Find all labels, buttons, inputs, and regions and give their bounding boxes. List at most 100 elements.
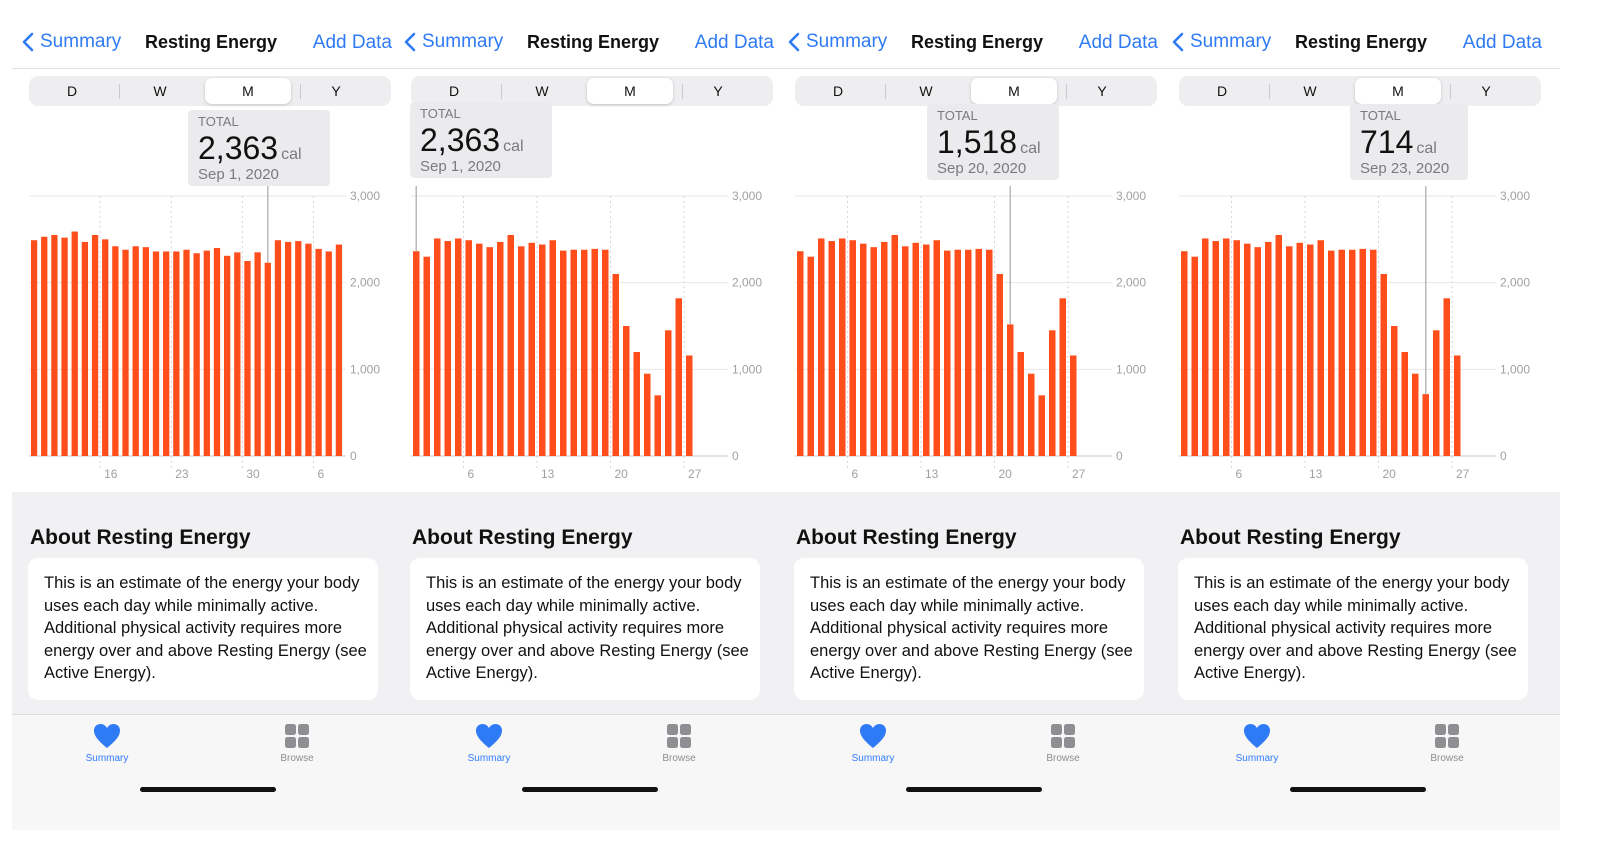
data-bar [1038,395,1046,456]
data-bar [985,249,993,456]
tooltip-label: TOTAL [937,108,978,123]
value-tooltip: TOTAL 2,363 cal Sep 1, 2020 [410,102,552,178]
data-bar [1422,394,1430,456]
data-bar [964,249,972,456]
segment-month[interactable]: M [971,78,1057,104]
y-tick-label: 0 [1500,449,1507,463]
add-data-button[interactable]: Add Data [1462,32,1542,53]
nav-bar: Summary Resting Energy Add Data [1162,12,1560,68]
tab-summary[interactable]: Summary [1202,723,1312,764]
add-data-button[interactable]: Add Data [312,32,392,53]
tooltip-value-row: 2,363 cal [420,122,524,159]
tab-summary-label: Summary [851,753,895,764]
data-bar [335,244,343,456]
x-tick-label: 27 [1456,467,1470,481]
data-bar [591,248,599,456]
segment-month[interactable]: M [587,78,673,104]
data-bar [1264,241,1272,456]
segment-week[interactable]: W [535,83,549,99]
segment-week[interactable]: W [1303,83,1317,99]
data-bar [433,238,441,456]
data-bar [91,235,99,456]
back-label[interactable]: Summary [806,31,888,52]
y-tick-label: 1,000 [350,362,380,376]
data-bar [1453,355,1461,456]
heart-icon [860,724,886,748]
tab-browse[interactable]: Browse [624,723,734,764]
segment-year[interactable]: Y [1481,83,1491,99]
about-title: About Resting Energy [30,526,251,549]
resting-energy-chart[interactable]: 3,000 2,000 1,000 0 6 13 20 27 [778,112,1176,492]
resting-energy-chart[interactable]: 3,000 2,000 1,000 0 6 13 20 27 [1162,112,1560,492]
data-bar [538,244,546,456]
y-tick-label: 1,000 [1500,362,1530,376]
back-label[interactable]: Summary [40,31,122,52]
resting-energy-chart[interactable]: 3,000 2,000 1,000 0 6 13 20 27 [394,112,792,492]
back-button[interactable]: Summary [1172,28,1271,56]
segment-day[interactable]: D [832,83,844,99]
back-button[interactable]: Summary [788,28,887,56]
tab-browse[interactable]: Browse [242,723,352,764]
bar-chart-svg[interactable]: 3,000 2,000 1,000 0 6 13 20 27 [394,112,792,492]
nav-divider [778,68,1176,69]
tab-summary[interactable]: Summary [52,723,162,764]
about-text: This is an estimate of the energy your b… [1194,574,1517,682]
screenshot-collage: Summary Resting Energy Add Data D W M Y … [12,12,1604,830]
data-bar [1380,274,1388,456]
tab-browse[interactable]: Browse [1008,723,1118,764]
data-bar [796,251,804,456]
heart-icon [1244,724,1270,748]
segment-month[interactable]: M [205,78,291,104]
data-bar [817,238,825,456]
data-bar [122,249,129,456]
tab-summary[interactable]: Summary [434,723,544,764]
about-text: This is an estimate of the energy your b… [426,574,749,682]
data-bar [580,249,588,456]
add-data-button[interactable]: Add Data [694,32,774,53]
back-button[interactable]: Summary [22,28,121,56]
segment-year[interactable]: Y [1097,83,1107,99]
data-bar [828,241,836,456]
segment-year[interactable]: Y [331,83,341,99]
data-bar [30,240,38,456]
value-tooltip: TOTAL 714 cal Sep 23, 2020 [1350,104,1468,180]
tab-summary[interactable]: Summary [818,723,928,764]
data-bar [664,330,672,456]
y-tick-label: 2,000 [1500,276,1530,290]
chevron-left-icon [1172,32,1184,52]
segment-year[interactable]: Y [713,83,723,99]
tab-browse[interactable]: Browse [1392,723,1502,764]
back-label[interactable]: Summary [1190,31,1272,52]
y-tick-label: 0 [350,449,357,463]
about-title: About Resting Energy [796,526,1017,549]
bar-chart-svg[interactable]: 3,000 2,000 1,000 0 6 13 20 27 [778,112,1176,492]
bar-chart-svg[interactable]: 3,000 2,000 1,000 0 6 13 20 27 [1162,112,1560,492]
data-bar [71,231,78,456]
segment-day[interactable]: D [66,83,78,99]
resting-energy-chart[interactable]: 3,000 2,000 1,000 0 16 23 30 6 [12,112,410,492]
add-data-button[interactable]: Add Data [1078,32,1158,53]
y-tick-label: 0 [1116,449,1123,463]
segment-week[interactable]: W [919,83,933,99]
segment-day[interactable]: D [1216,83,1228,99]
segment-separator [501,84,502,99]
tooltip-value: 2,363 [420,122,501,158]
heart-icon [476,724,502,748]
time-range-segmented-control: D W M Y [411,76,773,106]
chevron-left-icon [404,32,416,52]
data-bar [102,239,109,456]
back-label[interactable]: Summary [422,31,504,52]
segment-month[interactable]: M [1355,78,1441,104]
data-bar [838,238,846,456]
data-bar [142,247,150,456]
tab-browse-label: Browse [280,753,314,764]
back-button[interactable]: Summary [404,28,503,56]
about-card: This is an estimate of the energy your b… [410,558,760,700]
x-tick-label: 20 [615,467,629,481]
data-bar [465,240,473,456]
data-bar [81,241,89,456]
bar-chart-svg[interactable]: 3,000 2,000 1,000 0 16 23 30 6 [12,112,410,492]
segment-day[interactable]: D [448,83,460,99]
segment-week[interactable]: W [153,83,167,99]
x-tick-label: 13 [1309,467,1323,481]
